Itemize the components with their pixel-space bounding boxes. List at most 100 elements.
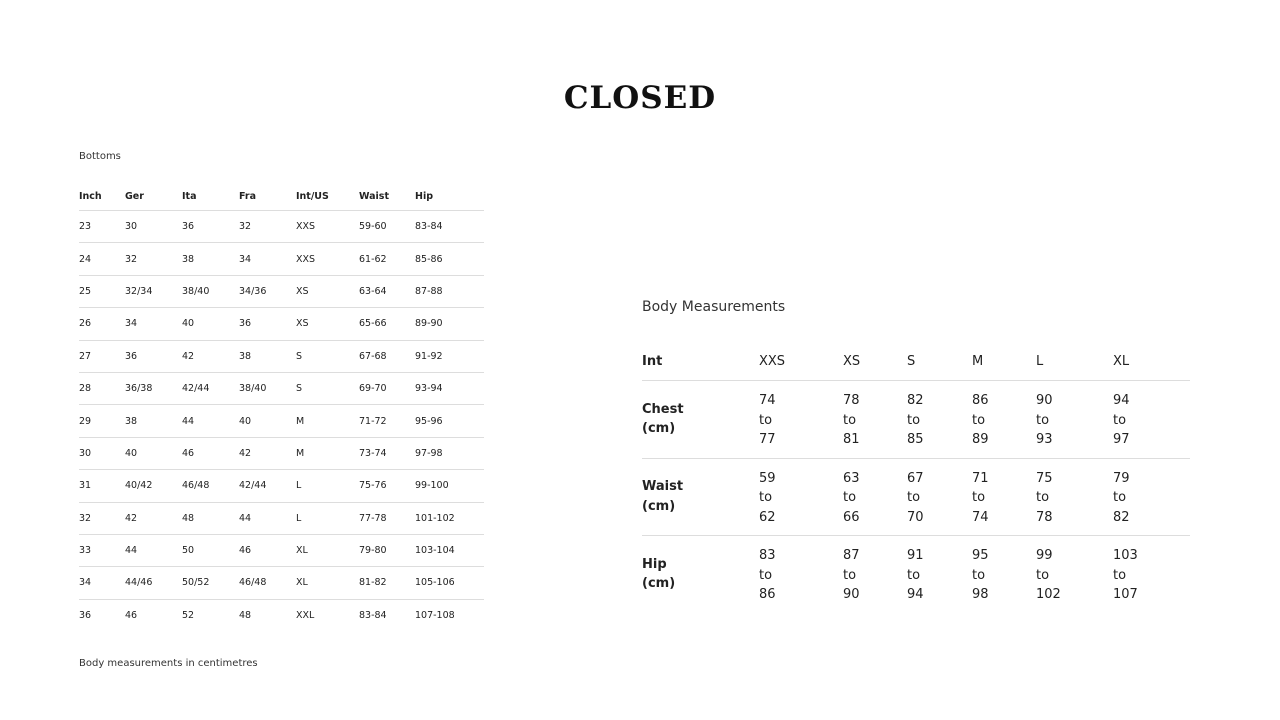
table-cell: XXS [296, 210, 359, 244]
table-cell: 40 [182, 307, 239, 341]
range-min: 83 [759, 548, 776, 563]
table-cell: 44/46 [125, 566, 182, 600]
range-min: 74 [759, 393, 776, 408]
table-cell: S [296, 340, 359, 373]
row-label: Hip (cm) [642, 536, 759, 613]
table-cell: L [296, 502, 359, 535]
column-header: L [1036, 342, 1113, 381]
table-cell: 40/42 [125, 469, 182, 503]
range-cell: 63 to 66 [843, 458, 907, 536]
table-cell: 38/40 [182, 275, 239, 309]
table-cell: 48 [239, 609, 252, 621]
table-cell: 105-106 [415, 566, 484, 600]
range-min: 67 [907, 470, 924, 486]
range-cell: 75 to 78 [1036, 458, 1113, 536]
table-cell: 36/38 [125, 372, 182, 406]
table-cell: 79-80 [359, 534, 415, 568]
table-cell: 63-64 [359, 275, 415, 309]
range-min: 78 [843, 393, 860, 408]
body-measurements-title: Body Measurements [642, 299, 786, 315]
table-cell: 34 [239, 242, 296, 276]
range-max: 102 [1036, 587, 1061, 602]
range-min: 94 [1113, 393, 1130, 408]
range-min: 86 [972, 393, 989, 408]
column-header: XL [1113, 342, 1190, 381]
body-measurements-table: Int XXS XS S M L XL Chest (cm) 74 to 77 78 to 81 82 to 85… [642, 342, 1190, 613]
table-cell: 81-82 [359, 566, 415, 600]
table-cell: 32 [79, 502, 125, 535]
range-min: 79 [1113, 470, 1130, 486]
table-row: 24 32 38 34 XXS 61-62 85-86 [79, 242, 484, 276]
table-cell: 95-96 [415, 404, 484, 438]
range-connector: to [1113, 490, 1127, 505]
table-cell: XXL [296, 609, 315, 621]
measurement-note: Body measurements in centimetres [79, 658, 258, 669]
range-connector: to [907, 490, 921, 505]
table-cell: 36 [125, 340, 182, 373]
row-label-line: Hip [642, 556, 667, 572]
row-label-line: Waist [642, 479, 684, 495]
table-cell: 42 [182, 340, 239, 373]
table-cell: 50 [182, 534, 239, 568]
range-max: 97 [1113, 432, 1130, 447]
range-min: 75 [1036, 470, 1053, 486]
table-cell: 27 [79, 340, 125, 373]
range-min: 82 [907, 393, 924, 408]
table-cell: 28 [79, 372, 125, 406]
range-min: 71 [972, 470, 989, 486]
range-min: 90 [1036, 393, 1053, 408]
bottoms-title: Bottoms [79, 151, 121, 162]
range-max: 74 [972, 509, 989, 525]
table-row: 27 36 42 38 S 67-68 91-92 [79, 340, 484, 373]
range-connector: to [843, 567, 857, 583]
table-cell: 32 [125, 242, 182, 276]
table-cell: S [296, 372, 359, 406]
range-max: 66 [843, 509, 860, 525]
range-connector: to [843, 490, 857, 505]
table-row: 29 38 44 40 M 71-72 95-96 [79, 404, 484, 438]
table-cell: 107-108 [415, 609, 455, 621]
table-cell: 36 [79, 609, 92, 621]
table-cell: 38 [182, 242, 239, 276]
range-connector: to [1113, 567, 1127, 583]
table-cell: M [296, 437, 359, 471]
table-row: Waist (cm) 59 to 62 63 to 66 67 to 70 71 to 74 75 to 78 7… [642, 458, 1190, 536]
column-header: Ger [125, 182, 182, 211]
row-label: Chest (cm) [642, 380, 759, 459]
table-row: 26 34 40 36 XS 65-66 89-90 [79, 307, 484, 341]
table-row: 34 44/46 50/52 46/48 XL 81-82 105-106 [79, 566, 484, 600]
table-cell: 34/36 [239, 275, 296, 309]
column-header: Int [642, 342, 759, 381]
table-cell: 46 [182, 437, 239, 471]
table-cell: 59-60 [359, 210, 415, 244]
range-connector: to [972, 567, 986, 583]
column-header: Fra [239, 182, 296, 211]
range-connector: to [759, 490, 773, 505]
column-header: Hip [415, 182, 484, 211]
range-max: 94 [907, 587, 924, 602]
table-cell: 36 [239, 307, 296, 341]
range-cell: 103 to 107 [1113, 536, 1190, 613]
range-connector: to [972, 412, 986, 428]
range-connector: to [1036, 490, 1050, 505]
table-cell: 83-84 [359, 609, 387, 621]
column-header: Inch [79, 182, 125, 211]
column-header: XXS [759, 342, 843, 381]
range-cell: 90 to 93 [1036, 380, 1113, 459]
range-max: 93 [1036, 432, 1053, 447]
row-label: Waist (cm) [642, 458, 759, 536]
range-min: 91 [907, 548, 924, 563]
table-cell: 34 [125, 307, 182, 341]
table-row: Hip (cm) 83 to 86 87 to 90 91 to 94 95 to 98 99 to 102 10… [642, 536, 1190, 613]
table-cell: 65-66 [359, 307, 415, 341]
range-connector: to [759, 412, 773, 428]
table-row: 30 40 46 42 M 73-74 97-98 [79, 437, 484, 471]
table-row: 28 36/38 42/44 38/40 S 69-70 93-94 [79, 372, 484, 406]
row-label-line: (cm) [642, 576, 676, 592]
table-cell: 25 [79, 275, 125, 309]
table-cell: 42/44 [239, 469, 296, 503]
table-cell: 30 [125, 210, 182, 244]
range-connector: to [907, 412, 921, 428]
table-cell: 31 [79, 469, 125, 503]
range-cell: 74 to 77 [759, 380, 843, 459]
